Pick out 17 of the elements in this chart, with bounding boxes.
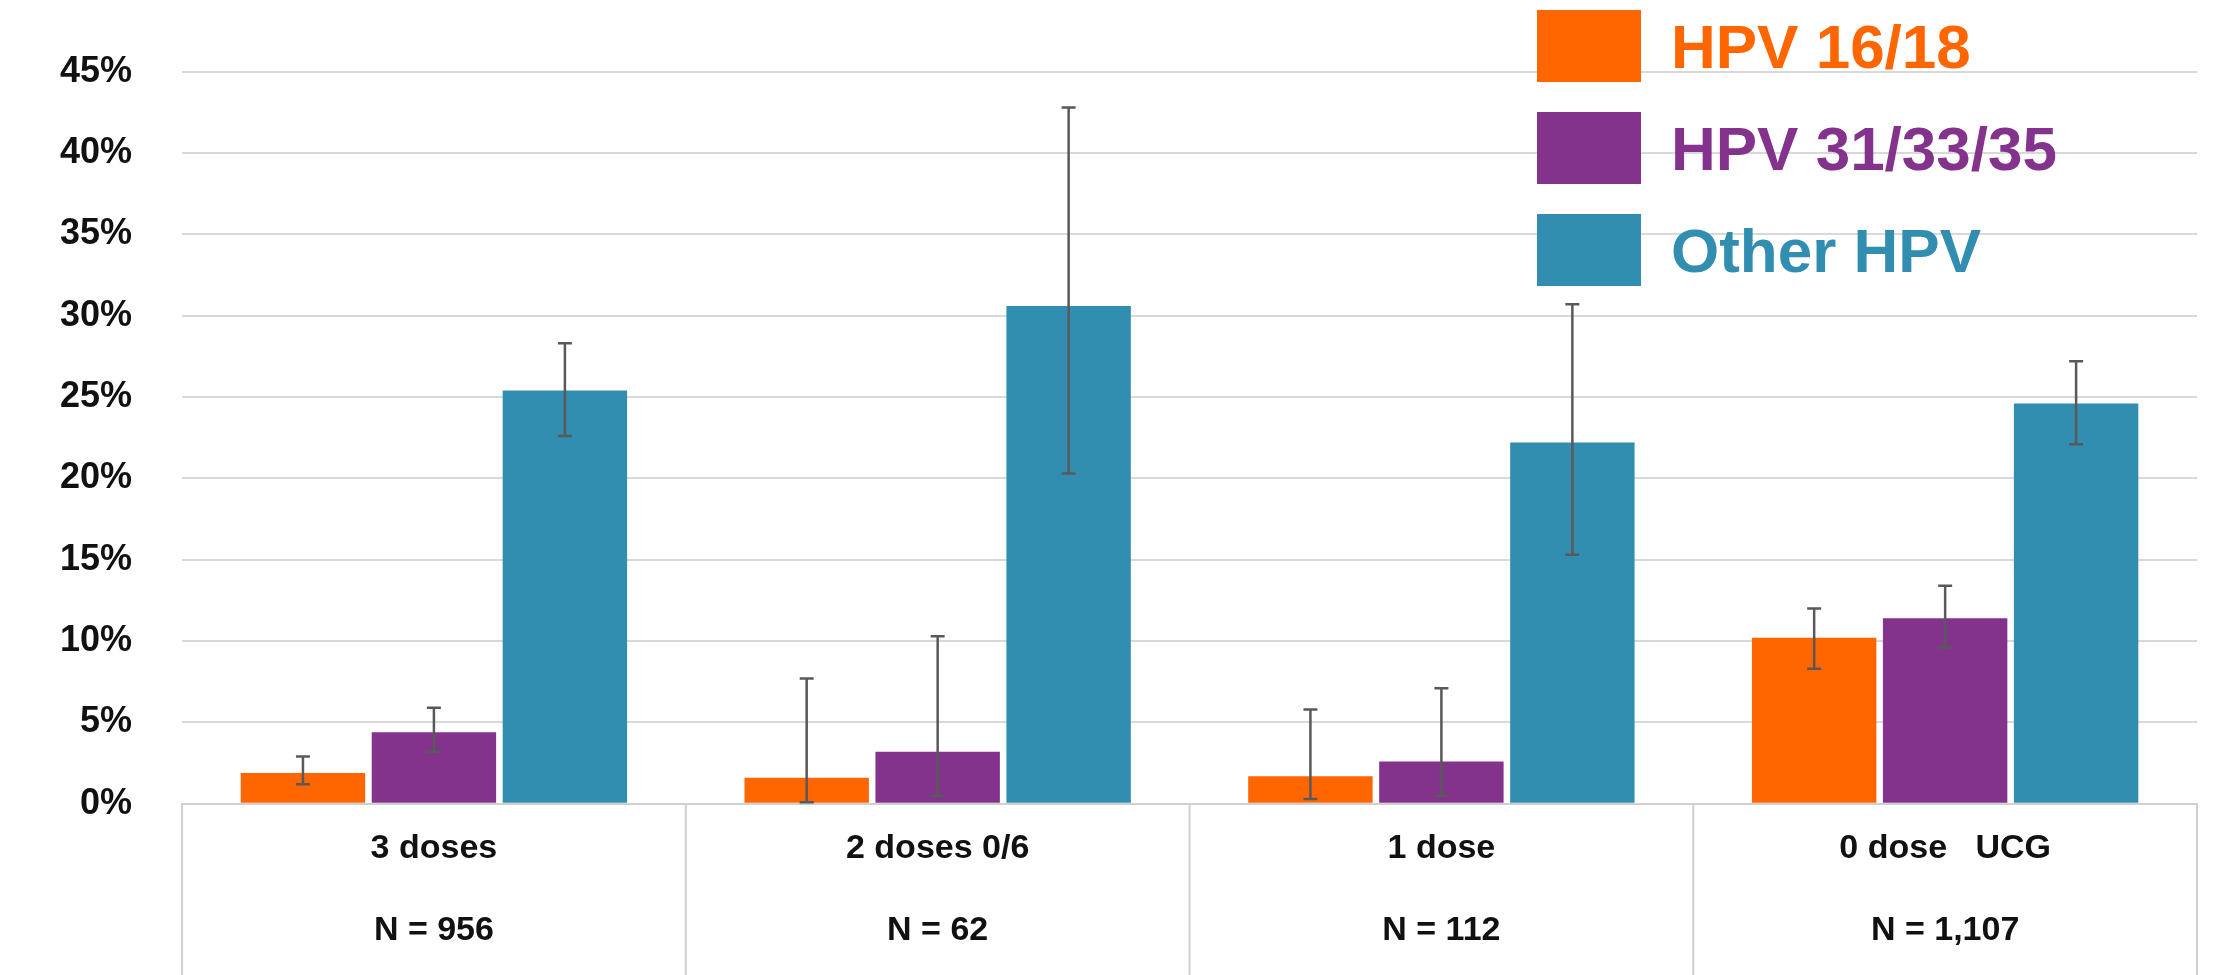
category-label: 1 dose N = 112 xyxy=(1382,826,1501,947)
y-tick-label: 20% xyxy=(59,455,133,497)
y-tick-label: 35% xyxy=(59,211,133,253)
y-tick-label: 40% xyxy=(59,129,133,171)
y-tick-label: 25% xyxy=(59,373,133,415)
y-tick-label: 10% xyxy=(59,618,133,660)
legend-label: Other HPV xyxy=(1670,214,1982,286)
y-tick-label: 45% xyxy=(59,48,133,90)
category-label: 2 doses 0/6 N = 62 xyxy=(845,826,1030,947)
y-tick-label: 0% xyxy=(80,780,133,822)
y-tick-label: 30% xyxy=(59,292,133,334)
legend-label: HPV 16/18 xyxy=(1670,10,1971,82)
legend-label: HPV 31/33/35 xyxy=(1670,112,2057,184)
y-tick-label: 5% xyxy=(80,699,133,741)
y-tick-label: 15% xyxy=(59,536,133,578)
category-label: 3 doses N = 956 xyxy=(370,826,498,947)
category-label: 0 dose UCG N = 1,107 xyxy=(1839,826,2051,947)
